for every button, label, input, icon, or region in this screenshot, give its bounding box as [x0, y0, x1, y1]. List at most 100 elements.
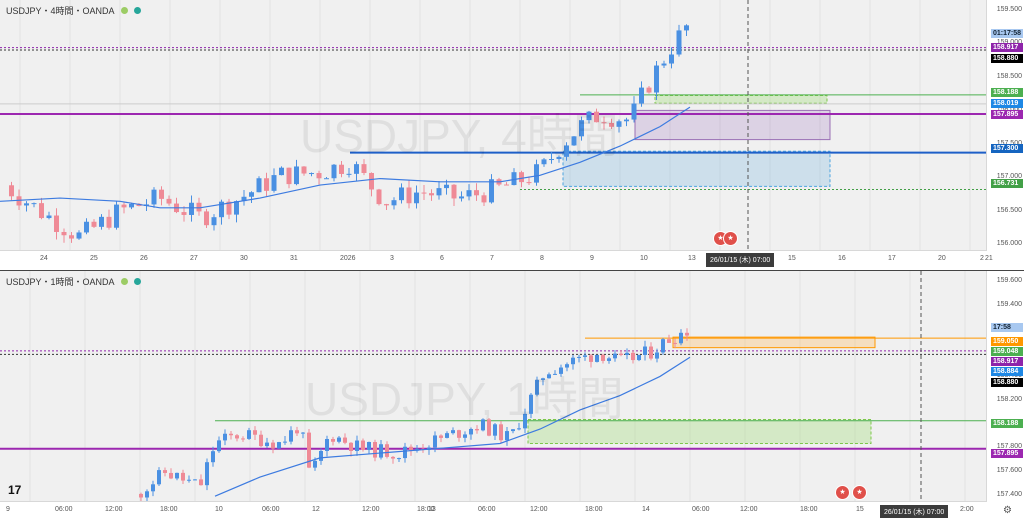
- plot-area-1h[interactable]: USDJPY, 1時間 USDJPY・1時間・OANDA 17 ★ ★: [0, 271, 987, 503]
- us-flag-event-icon[interactable]: ★: [723, 231, 738, 246]
- bear-candle: [253, 430, 257, 435]
- price-tick-label: 157.800: [996, 443, 1022, 451]
- moving-average-line: [0, 106, 691, 209]
- price-axis-1h[interactable]: 159.600159.400159.200158.600158.400158.2…: [986, 271, 1024, 518]
- bull-candle: [534, 164, 539, 183]
- bear-candle: [69, 235, 74, 239]
- price-level-tag[interactable]: 158.188: [991, 88, 1023, 97]
- bull-candle: [459, 196, 464, 199]
- bear-candle: [373, 441, 377, 458]
- us-flag-event-icon[interactable]: ★: [835, 485, 850, 500]
- price-level-tag[interactable]: 158.884: [991, 367, 1023, 376]
- bear-candle: [406, 187, 412, 204]
- price-level-tag[interactable]: 158.188: [991, 419, 1023, 428]
- bull-candle: [613, 353, 617, 359]
- time-tick-label: 9: [6, 506, 10, 513]
- bull-candle: [367, 441, 371, 450]
- time-tick-label: 13: [688, 255, 696, 262]
- bull-candle: [24, 203, 29, 206]
- bull-candle: [219, 201, 224, 218]
- price-tick-label: 159.600: [996, 277, 1022, 284]
- bear-candle: [235, 435, 239, 439]
- price-axis-4h[interactable]: 159.500 159.000 158.500 158.000 157.500 157.0…: [986, 0, 1024, 268]
- price-chart-1h[interactable]: [0, 271, 987, 503]
- bull-candle: [193, 479, 197, 481]
- time-axis-1h[interactable]: 9 06:00 12:00 18:00 10 06:00 12 12:00 18:00 13 06:…: [0, 501, 987, 518]
- bear-candle: [163, 470, 167, 473]
- bear-candle: [264, 178, 269, 191]
- bull-candle: [114, 204, 119, 228]
- time-tick-label: 7: [490, 255, 494, 262]
- bear-candle: [159, 189, 164, 199]
- price-tick-label: 156.500: [996, 206, 1022, 214]
- price-level-tag[interactable]: 158.917: [991, 43, 1023, 52]
- time-tick-label: 20: [938, 255, 946, 262]
- price-level-tag[interactable]: 157.300: [991, 144, 1023, 153]
- price-level-tag[interactable]: 156.731: [991, 179, 1023, 188]
- bull-candle: [151, 189, 157, 205]
- market-status-icon: [120, 278, 128, 285]
- price-chart-4h[interactable]: [0, 0, 987, 250]
- bull-candle: [549, 159, 554, 161]
- time-tick-label: 18:00: [585, 506, 603, 513]
- chart-title[interactable]: USDJPY・1時間・OANDA: [6, 277, 115, 287]
- price-tick-label: 156.000: [996, 240, 1022, 247]
- bear-candle: [601, 354, 605, 361]
- tradingview-logo-icon[interactable]: 17: [8, 483, 22, 497]
- bull-candle: [463, 434, 467, 438]
- bear-candle: [619, 353, 623, 355]
- countdown-timer-tag: 01:17:58: [990, 29, 1023, 38]
- bull-candle: [247, 430, 251, 439]
- time-axis-4h[interactable]: 24252627303120263678910131415161720212: [0, 250, 993, 268]
- bull-candle: [556, 156, 562, 160]
- bear-candle: [519, 172, 524, 183]
- bear-candle: [475, 428, 479, 431]
- price-level-tag[interactable]: 159.048: [991, 347, 1023, 356]
- bull-candle: [451, 430, 455, 434]
- bull-candle: [676, 30, 682, 55]
- time-tick-label: 6: [440, 255, 444, 262]
- price-level-tag[interactable]: 158.880: [991, 54, 1023, 63]
- crosshair-date-label: 26/01/15 (木) 07:00: [880, 505, 949, 518]
- bull-candle: [325, 438, 329, 451]
- bear-candle: [307, 432, 311, 468]
- plot-area-4h[interactable]: USDJPY, 4時間 USDJPY・4時間・OANDA ★ ★: [0, 0, 987, 250]
- bull-candle: [346, 173, 352, 175]
- price-level-tag[interactable]: 157.895: [991, 110, 1023, 119]
- settings-gear-icon[interactable]: ⚙: [1003, 505, 1012, 516]
- chart-pane-1h[interactable]: USDJPY, 1時間 USDJPY・1時間・OANDA 17 ★ ★ 159.…: [0, 270, 1024, 518]
- price-level-tag[interactable]: 159.050: [991, 337, 1023, 346]
- price-level-tag[interactable]: 158.917: [991, 357, 1023, 366]
- bear-candle: [673, 342, 677, 344]
- bull-candle: [466, 190, 472, 197]
- bull-candle: [99, 216, 104, 227]
- bull-candle: [654, 65, 659, 93]
- chart-header: USDJPY・4時間・OANDA: [6, 4, 141, 17]
- bull-candle: [643, 346, 647, 355]
- bear-candle: [16, 196, 22, 206]
- bull-candle: [571, 357, 575, 365]
- us-flag-event-icon[interactable]: ★: [852, 485, 867, 500]
- bear-candle: [199, 479, 203, 486]
- price-level-tag[interactable]: 157.895: [991, 449, 1023, 458]
- time-tick-label: 27: [190, 255, 198, 262]
- bull-candle: [511, 429, 515, 432]
- bull-candle: [559, 367, 563, 374]
- bull-candle: [481, 419, 485, 431]
- price-level-tag[interactable]: 158.019: [991, 99, 1023, 108]
- bear-candle: [91, 221, 97, 227]
- bull-candle: [436, 188, 442, 196]
- bear-candle: [631, 352, 635, 361]
- chart-pane-4h[interactable]: USDJPY, 4時間 USDJPY・4時間・OANDA ★ ★ 159.500…: [0, 0, 1024, 268]
- time-tick-label: 31: [290, 255, 298, 262]
- time-tick-label: 06:00: [692, 506, 710, 513]
- live-dot-icon: [133, 7, 141, 14]
- bull-candle: [205, 462, 209, 486]
- price-tick-label: 159.000: [997, 39, 1022, 46]
- chart-title[interactable]: USDJPY・4時間・OANDA: [6, 6, 115, 16]
- price-level-tag[interactable]: 158.880: [991, 378, 1023, 387]
- bull-candle: [277, 442, 281, 449]
- time-tick-label: 15: [856, 506, 864, 513]
- price-tick-label: 159.500: [996, 6, 1022, 13]
- price-tick-label: 158.200: [996, 395, 1022, 403]
